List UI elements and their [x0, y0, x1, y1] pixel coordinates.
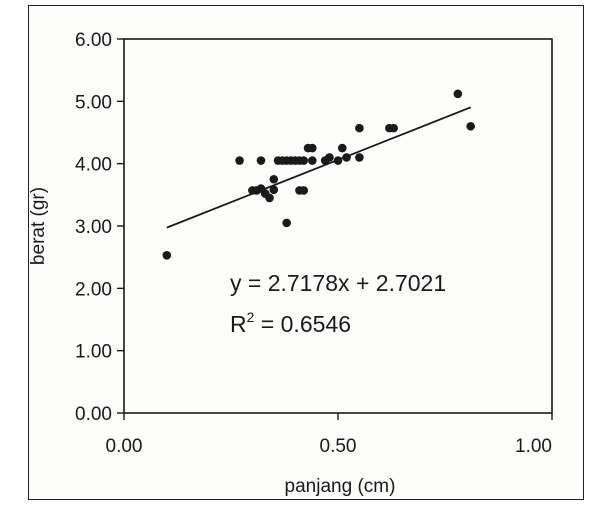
data-point	[355, 153, 364, 162]
y-tick-label: 3.00	[75, 217, 112, 238]
r-squared-value: = 0.6546	[254, 311, 351, 337]
trendline	[166, 106, 472, 229]
r-squared-superscript: 2	[247, 309, 255, 325]
y-tick-label: 5.00	[75, 92, 112, 113]
r-squared-label: R2 = 0.6546	[230, 309, 351, 337]
data-point	[389, 123, 398, 133]
data-point	[342, 153, 351, 162]
data-point	[308, 143, 317, 153]
y-tick-label: 2.00	[75, 279, 112, 300]
y-tick-label: 4.00	[75, 155, 112, 176]
data-point	[299, 156, 309, 165]
data-point	[162, 250, 172, 260]
chart-frame	[28, 5, 584, 500]
data-point	[325, 153, 334, 162]
data-point	[256, 156, 266, 165]
data-point	[299, 186, 309, 195]
data-point	[282, 218, 291, 228]
x-axis-label: panjang (cm)	[285, 476, 396, 497]
x-tick-label: 1.00	[515, 436, 552, 457]
r-squared-prefix: R	[230, 311, 247, 337]
data-point	[337, 143, 347, 153]
equation-label: y = 2.7178x + 2.7021	[230, 270, 446, 296]
data-point	[333, 156, 343, 165]
data-point	[265, 193, 274, 203]
x-tick-label: 0.50	[320, 436, 357, 457]
data-point	[269, 174, 279, 184]
data-point	[235, 156, 244, 165]
data-point	[308, 156, 317, 165]
y-tick-label: 6.00	[75, 30, 112, 51]
data-point	[269, 185, 279, 195]
data-point	[466, 121, 475, 131]
x-tick-label: 0.00	[106, 436, 143, 457]
y-tick-label: 0.00	[75, 404, 112, 425]
plot-area	[123, 38, 553, 414]
y-axis-label: berat (gr)	[28, 187, 49, 265]
data-point	[453, 89, 463, 99]
y-tick-label: 1.00	[75, 342, 112, 363]
data-point	[355, 123, 364, 133]
